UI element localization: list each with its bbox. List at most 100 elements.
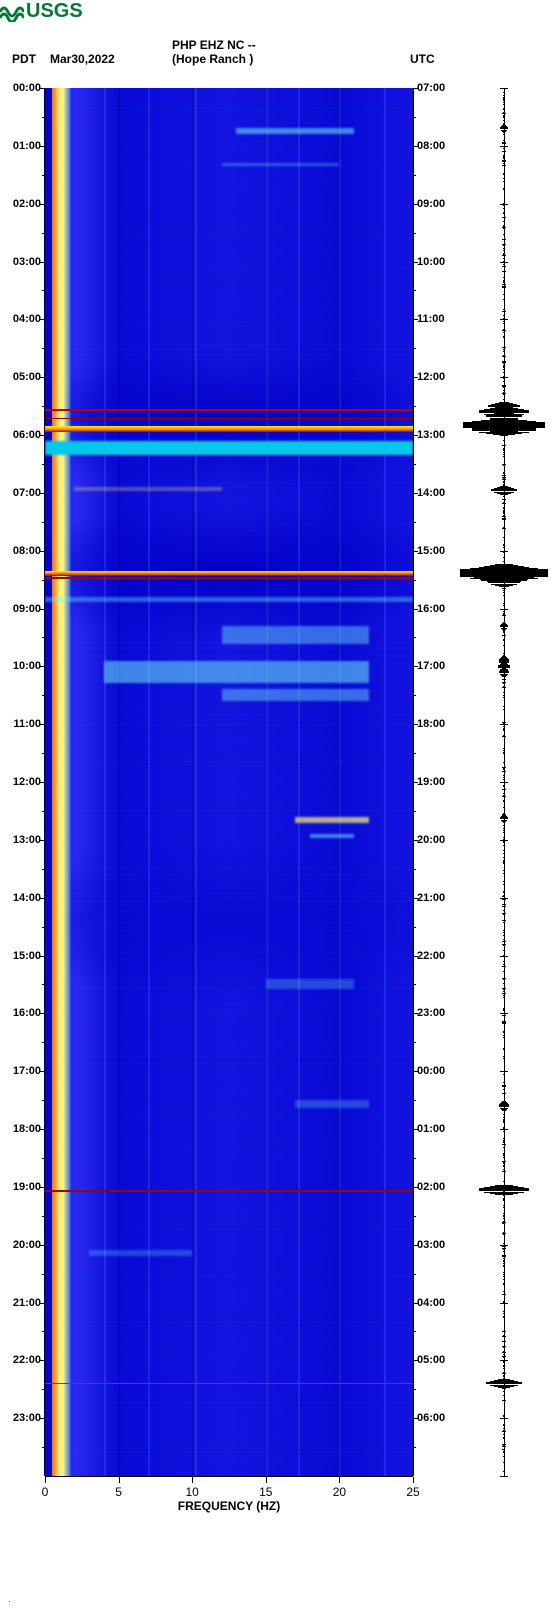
- y-left-label: 15:00: [13, 950, 45, 962]
- trace-event: [472, 427, 536, 431]
- spectrogram-canvas: [45, 88, 413, 1476]
- glitch-band: [45, 426, 413, 432]
- tz-right-label: UTC: [410, 52, 435, 66]
- trace-event: [491, 489, 517, 491]
- y-right-label: 17:00: [413, 660, 445, 672]
- glitch-band: [45, 577, 413, 579]
- y-right-label: 00:00: [413, 1065, 445, 1077]
- y-right-label: 09:00: [413, 198, 445, 210]
- trace-event: [500, 817, 507, 819]
- usgs-logo: USGS: [0, 0, 83, 23]
- y-right-label: 13:00: [413, 429, 445, 441]
- y-left-label: 22:00: [13, 1354, 45, 1366]
- y-left-label: 04:00: [13, 313, 45, 325]
- signal-patch: [222, 163, 340, 166]
- footnote: .: [8, 1594, 11, 1605]
- y-right-label: 12:00: [413, 371, 445, 383]
- y-left-label: 02:00: [13, 198, 45, 210]
- trace-event: [499, 671, 508, 673]
- y-right-label: 08:00: [413, 140, 445, 152]
- signal-patch: [74, 487, 221, 491]
- y-right-label: 22:00: [413, 950, 445, 962]
- y-right-label: 11:00: [413, 313, 445, 325]
- glitch-band: [45, 418, 413, 419]
- signal-patch: [222, 689, 369, 701]
- y-left-label: 03:00: [13, 256, 45, 268]
- y-right-label: 14:00: [413, 487, 445, 499]
- x-tick-label: 5: [115, 1485, 122, 1499]
- y-left-label: 05:00: [13, 371, 45, 383]
- date-label: Mar30,2022: [50, 52, 115, 66]
- x-tick-label: 25: [406, 1485, 419, 1499]
- y-right-label: 05:00: [413, 1354, 445, 1366]
- trace-event: [486, 415, 523, 417]
- y-left-label: 01:00: [13, 140, 45, 152]
- y-right-label: 21:00: [413, 892, 445, 904]
- signal-patch: [104, 661, 369, 683]
- tz-left-label: PDT: [12, 52, 36, 66]
- glitch-band: [45, 1383, 413, 1384]
- y-left-label: 19:00: [13, 1181, 45, 1193]
- y-left-label: 00:00: [13, 82, 45, 94]
- y-right-label: 06:00: [413, 1412, 445, 1424]
- y-left-label: 13:00: [13, 834, 45, 846]
- y-left-label: 16:00: [13, 1007, 45, 1019]
- signal-patch: [236, 128, 354, 134]
- y-left-label: 07:00: [13, 487, 45, 499]
- x-tick-label: 20: [333, 1485, 346, 1499]
- signal-patch: [295, 817, 369, 823]
- x-tick-label: 15: [259, 1485, 272, 1499]
- signal-patch: [89, 1250, 192, 1256]
- wave-icon: [0, 2, 24, 22]
- signal-patch: [310, 834, 354, 838]
- y-right-label: 23:00: [413, 1007, 445, 1019]
- y-left-label: 11:00: [13, 718, 45, 730]
- y-right-label: 04:00: [413, 1297, 445, 1309]
- x-tick-label: 10: [186, 1485, 199, 1499]
- signal-patch: [45, 441, 413, 455]
- y-left-label: 20:00: [13, 1239, 45, 1251]
- trace-event: [486, 1382, 523, 1384]
- y-right-label: 03:00: [413, 1239, 445, 1251]
- signal-patch: [266, 979, 354, 989]
- spectrogram: 00:0007:0001:0008:0002:0009:0003:0010:00…: [45, 88, 413, 1476]
- y-right-label: 19:00: [413, 776, 445, 788]
- glitch-band: [45, 1190, 413, 1192]
- y-left-label: 09:00: [13, 603, 45, 615]
- y-left-label: 12:00: [13, 776, 45, 788]
- trace-event: [479, 1188, 530, 1191]
- y-right-label: 01:00: [413, 1123, 445, 1135]
- y-left-label: 18:00: [13, 1123, 45, 1135]
- x-axis-label: FREQUENCY (HZ): [178, 1499, 280, 1513]
- spectrogram-background: [45, 88, 413, 1476]
- y-left-label: 23:00: [13, 1412, 45, 1424]
- y-right-label: 18:00: [413, 718, 445, 730]
- amplitude-trace: [458, 88, 550, 1476]
- trace-event: [488, 581, 520, 583]
- location-label: (Hope Ranch ): [172, 52, 253, 66]
- y-left-label: 08:00: [13, 545, 45, 557]
- y-right-label: 16:00: [413, 603, 445, 615]
- trace-event: [499, 1104, 508, 1107]
- y-right-label: 07:00: [413, 82, 445, 94]
- x-axis: FREQUENCY (HZ) 0510152025: [45, 1476, 413, 1477]
- signal-patch: [222, 626, 369, 644]
- y-left-label: 17:00: [13, 1065, 45, 1077]
- y-right-label: 10:00: [413, 256, 445, 268]
- glitch-band: [45, 409, 413, 411]
- station-label: PHP EHZ NC --: [172, 38, 256, 52]
- y-right-label: 20:00: [413, 834, 445, 846]
- trace-event: [500, 127, 507, 129]
- signal-patch: [295, 1100, 369, 1108]
- logo-text: USGS: [26, 0, 83, 23]
- y-left-label: 10:00: [13, 660, 45, 672]
- trace-event: [500, 625, 507, 627]
- x-tick-label: 0: [42, 1485, 49, 1499]
- page: USGS PDT Mar30,2022 PHP EHZ NC -- (Hope …: [0, 0, 552, 1613]
- y-left-label: 21:00: [13, 1297, 45, 1309]
- y-left-label: 06:00: [13, 429, 45, 441]
- signal-patch: [45, 597, 413, 602]
- y-right-label: 15:00: [413, 545, 445, 557]
- y-right-label: 02:00: [413, 1181, 445, 1193]
- y-left-label: 14:00: [13, 892, 45, 904]
